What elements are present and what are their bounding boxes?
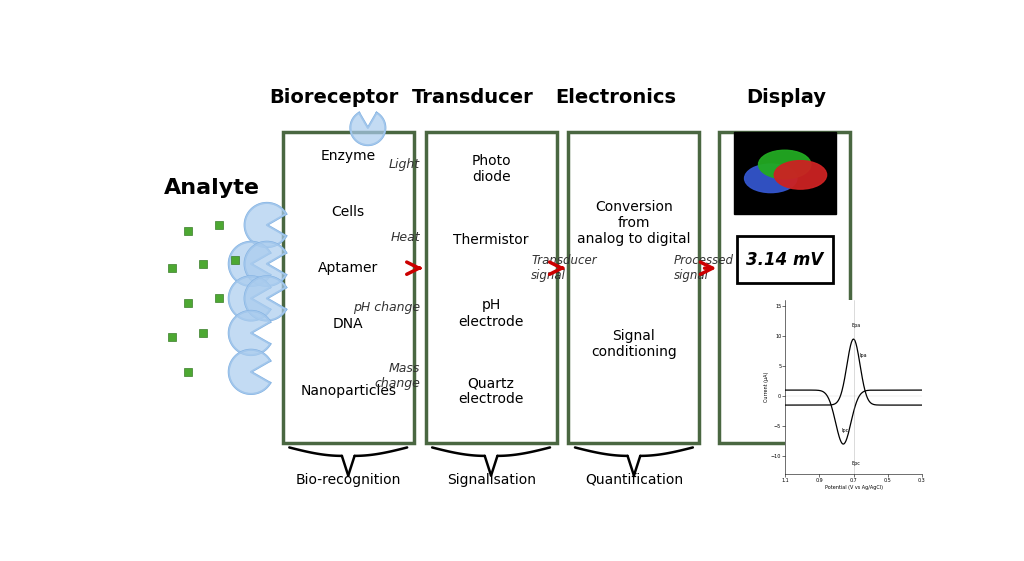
Text: pH change: pH change <box>353 301 420 314</box>
Polygon shape <box>245 277 286 320</box>
Text: pH
electrode: pH electrode <box>459 298 523 329</box>
Text: Quantification: Quantification <box>586 473 683 487</box>
Bar <box>568 132 699 443</box>
Polygon shape <box>350 113 385 145</box>
X-axis label: Potential (V vs Ag/AgCl): Potential (V vs Ag/AgCl) <box>824 485 883 490</box>
Text: Analyte: Analyte <box>164 178 260 198</box>
Text: Conversion
from
analog to digital: Conversion from analog to digital <box>578 200 690 246</box>
Polygon shape <box>228 350 270 394</box>
Text: DNA: DNA <box>333 318 364 332</box>
Text: Display: Display <box>746 88 826 107</box>
Text: Nanoparticles: Nanoparticles <box>300 384 396 398</box>
Text: Cells: Cells <box>332 205 365 219</box>
Y-axis label: Current (μA): Current (μA) <box>765 372 769 402</box>
Text: Aptamer: Aptamer <box>318 261 378 275</box>
Text: Signal
conditioning: Signal conditioning <box>591 329 677 359</box>
Text: Bio-recognition: Bio-recognition <box>296 473 401 487</box>
Text: Ipa: Ipa <box>860 353 867 358</box>
Text: Photo
diode: Photo diode <box>471 154 511 184</box>
Bar <box>426 132 557 443</box>
Circle shape <box>744 164 797 192</box>
Bar <box>733 132 836 214</box>
Text: Ipc: Ipc <box>842 428 849 433</box>
Polygon shape <box>228 311 270 355</box>
Text: Electronics: Electronics <box>556 88 677 107</box>
Text: Bioreceptor: Bioreceptor <box>269 88 399 107</box>
Polygon shape <box>245 242 286 286</box>
Bar <box>283 132 414 443</box>
Text: Epa: Epa <box>851 323 861 328</box>
Text: Transducer: Transducer <box>413 88 535 107</box>
Text: Processed
signal: Processed signal <box>674 254 734 282</box>
Circle shape <box>759 150 811 179</box>
Bar <box>719 132 850 443</box>
Text: Quartz
electrode: Quartz electrode <box>459 376 523 406</box>
Text: Light: Light <box>389 158 420 171</box>
Text: Thermistor: Thermistor <box>454 233 528 247</box>
Bar <box>736 236 833 283</box>
Polygon shape <box>228 277 270 320</box>
Polygon shape <box>245 203 286 247</box>
Text: Epc: Epc <box>852 461 860 466</box>
Circle shape <box>774 160 826 189</box>
Text: Heat: Heat <box>390 232 420 245</box>
Text: 3.14 mV: 3.14 mV <box>746 251 823 269</box>
Text: Transducer
signal: Transducer signal <box>531 254 597 282</box>
Polygon shape <box>228 242 270 286</box>
Text: Signalisation: Signalisation <box>446 473 536 487</box>
Text: Mass
change: Mass change <box>374 362 420 390</box>
Text: Enzyme: Enzyme <box>321 149 376 163</box>
